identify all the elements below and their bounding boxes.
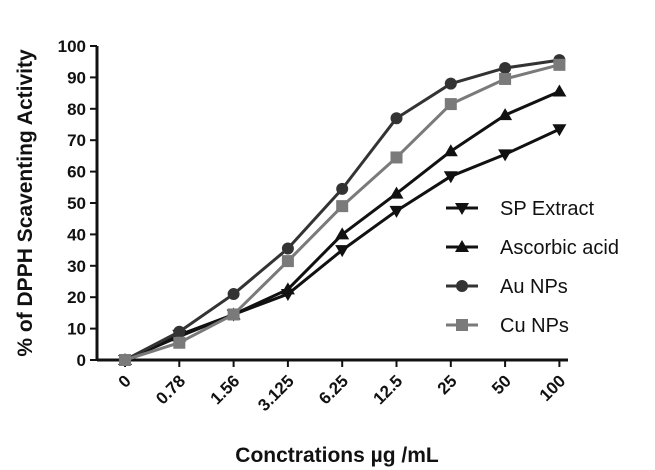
series-3 — [119, 58, 566, 366]
legend-label: SP Extract — [500, 198, 595, 220]
legend: SP Extract Ascorbic acid Au NPs Cu NPs — [446, 198, 619, 337]
data-point — [389, 186, 404, 199]
y-tick-label: 10 — [67, 320, 86, 339]
data-point — [443, 144, 458, 157]
y-tick-label: 50 — [67, 194, 86, 213]
legend-label: Ascorbic acid — [500, 237, 619, 259]
y-axis-title: % of DPPH Scaventing Activity — [14, 49, 37, 357]
x-ticks: 0 0.78 1.56 3.125 6.25 12.5 25 50 100 — [115, 360, 569, 415]
data-point — [552, 124, 567, 137]
data-point — [281, 255, 294, 268]
data-point — [280, 282, 295, 295]
data-point — [173, 325, 186, 338]
y-tick-label: 80 — [67, 100, 86, 119]
data-point — [499, 61, 512, 74]
x-tick-label: 25 — [434, 371, 461, 398]
data-point — [498, 149, 513, 162]
x-tick-label: 12.5 — [369, 371, 406, 408]
legend-label: Au NPs — [500, 276, 568, 298]
legend-marker — [455, 240, 469, 252]
data-point — [444, 77, 457, 90]
data-point — [335, 245, 350, 258]
y-ticks: 0 10 20 30 40 50 60 70 80 90 100 — [58, 37, 97, 370]
data-point — [443, 171, 458, 184]
data-point — [390, 151, 403, 164]
data-point — [336, 182, 349, 195]
data-point — [336, 200, 349, 213]
x-tick-label: 50 — [488, 371, 515, 398]
legend-marker — [456, 280, 468, 292]
legend-marker — [455, 203, 469, 215]
x-tick-label: 0.78 — [152, 371, 189, 408]
data-point — [389, 205, 404, 218]
x-axis-title: Conctrations µg /mL — [235, 444, 439, 467]
data-point — [227, 288, 240, 301]
series-2 — [119, 54, 566, 366]
data-point — [390, 112, 403, 125]
data-point — [119, 354, 131, 366]
data-point — [335, 227, 350, 240]
y-tick-label: 100 — [58, 37, 86, 56]
data-point — [498, 108, 513, 121]
x-tick-label: 0 — [115, 371, 135, 391]
data-point — [444, 98, 457, 111]
series-layer — [118, 54, 567, 367]
y-tick-label: 20 — [67, 288, 86, 307]
x-tick-label: 6.25 — [315, 371, 352, 408]
y-tick-label: 30 — [67, 257, 86, 276]
y-tick-label: 70 — [67, 131, 86, 150]
x-tick-label: 3.125 — [254, 371, 298, 415]
y-tick-label: 90 — [67, 68, 86, 87]
y-tick-label: 0 — [77, 351, 86, 370]
x-tick-label: 1.56 — [207, 371, 244, 408]
series-line — [124, 90, 560, 362]
data-point — [552, 84, 567, 97]
data-point — [281, 242, 294, 255]
data-point — [227, 308, 240, 321]
x-tick-label: 100 — [536, 371, 569, 404]
series-line — [124, 63, 560, 362]
legend-marker — [456, 319, 468, 331]
y-tick-label: 40 — [67, 225, 86, 244]
axes — [95, 46, 568, 362]
data-point — [173, 336, 186, 349]
data-point — [499, 72, 512, 85]
y-tick-label: 60 — [67, 163, 86, 182]
legend-label: Cu NPs — [500, 315, 569, 337]
data-point — [553, 58, 566, 71]
